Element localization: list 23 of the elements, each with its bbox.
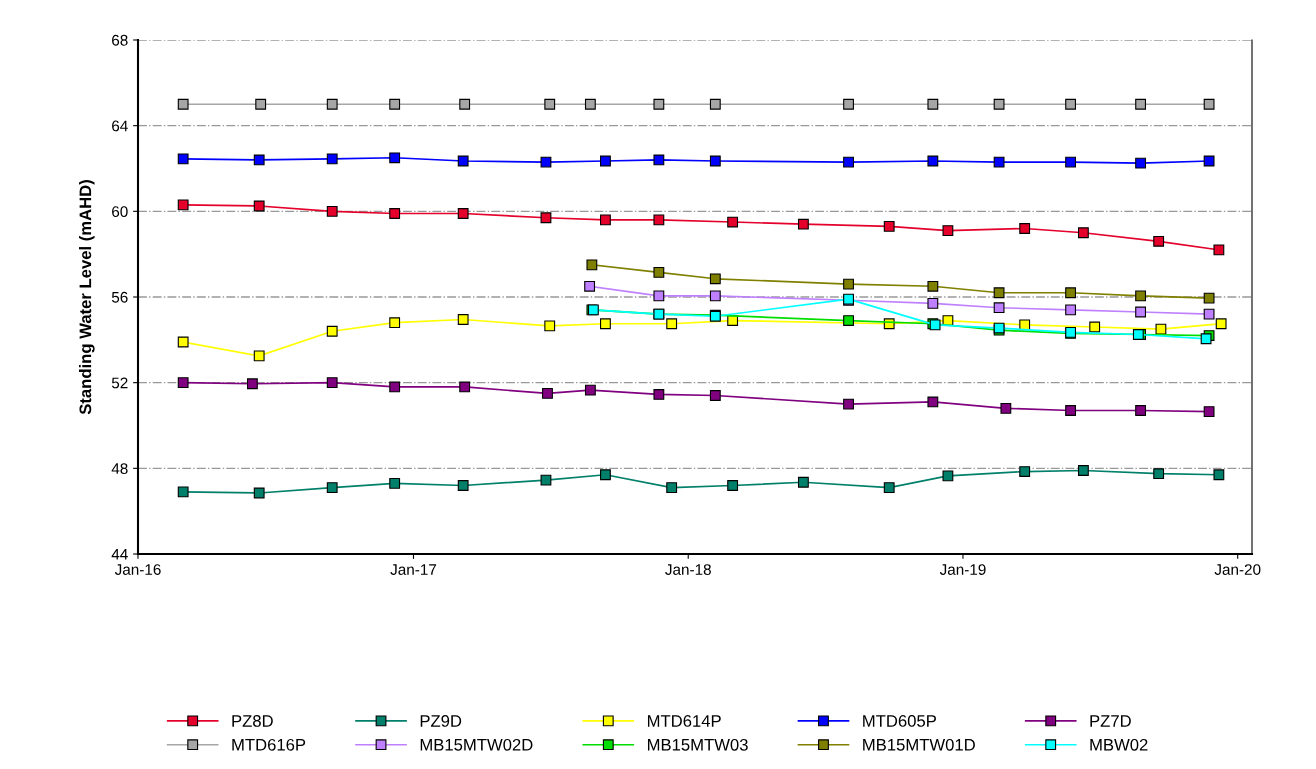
x-tick-label: Jan-20 <box>1214 564 1261 575</box>
legend-label: PZ8D <box>232 715 273 727</box>
legend-label: MTD614P <box>647 715 721 727</box>
y-tick-label: 60 <box>112 206 128 218</box>
x-tick-label: Jan-16 <box>114 564 161 575</box>
legend-label: MTD605P <box>863 715 936 727</box>
y-axis-title: Standing Water Level (mAHD) <box>79 180 95 415</box>
legend-label: MTD616P <box>232 738 306 751</box>
x-tick-label: Jan-17 <box>390 564 437 575</box>
legend-label: MBW02 <box>1090 738 1148 751</box>
y-tick-label: 52 <box>111 377 128 389</box>
x-tick-label: Jan-18 <box>665 564 711 575</box>
legend-label: MB15MTW01D <box>863 738 975 751</box>
y-tick-label: 68 <box>112 34 128 46</box>
y-tick-label: 44 <box>111 549 128 560</box>
y-tick-label: 48 <box>111 463 128 475</box>
y-tick-label: 64 <box>112 120 128 132</box>
legend-label: MB15MTW03 <box>647 738 748 751</box>
y-tick-label: 56 <box>111 291 128 303</box>
legend-label: PZ9D <box>420 715 462 727</box>
legend-label: PZ7D <box>1090 715 1131 727</box>
x-tick-label: Jan-19 <box>939 564 986 575</box>
legend-label: MB15MTW02D <box>420 738 533 751</box>
